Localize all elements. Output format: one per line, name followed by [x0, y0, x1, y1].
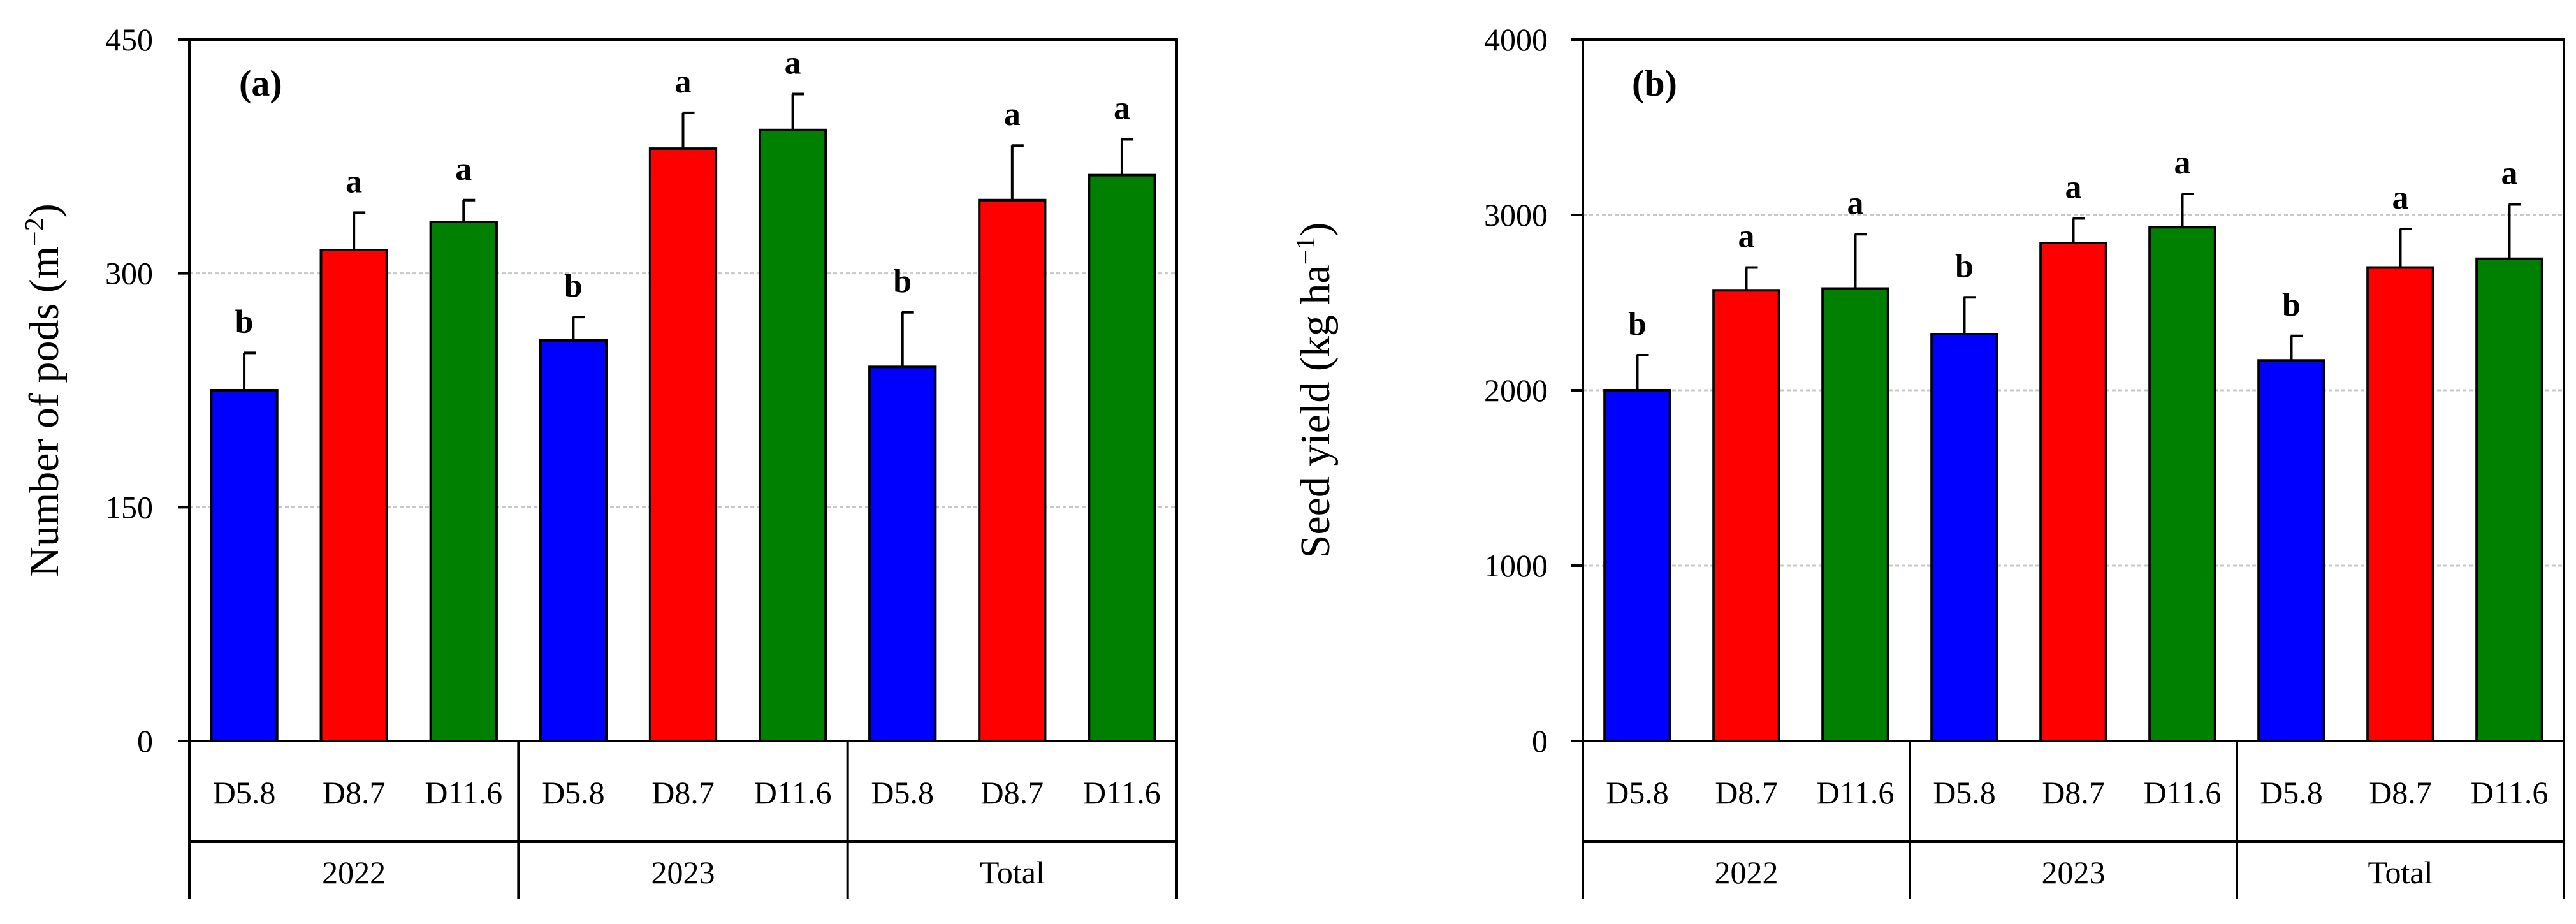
chart1-bar [210, 389, 279, 742]
chart2-category-label: D11.6 [2471, 775, 2549, 810]
chart2-category-label: D5.8 [1606, 775, 1669, 810]
chart1-sig-letter: a [1004, 96, 1021, 133]
chart2-bar [1930, 333, 1998, 742]
chart2-sig-letter: a [1847, 185, 1864, 221]
chart1-category-label: D8.7 [651, 775, 715, 810]
chart2-ytick-label: 3000 [1484, 197, 1548, 233]
chart1-category-label: D11.6 [1083, 775, 1161, 810]
chart1-bar [319, 249, 388, 742]
chart1-sig-letter: b [893, 263, 912, 300]
chart1-ytick-label: 300 [105, 256, 153, 291]
chart1-bar [539, 339, 608, 742]
chart2-bar [2257, 359, 2325, 742]
chart2-panel-label: (b) [1632, 62, 1677, 104]
chart1-category-label: D8.7 [323, 775, 386, 810]
chart2-ytick-label: 4000 [1484, 22, 1548, 57]
chart2-ytick-label: 2000 [1484, 372, 1548, 408]
chart2-sig-letter: b [1955, 248, 1974, 284]
chart1-bar [868, 365, 937, 742]
chart1-sig-letter: a [1114, 90, 1130, 126]
chart1-sig-letter: a [785, 45, 801, 82]
chart1-bar [648, 147, 718, 743]
chart2-sig-letter: b [2282, 287, 2301, 323]
chart2-ylabel: Seed yield (kg ha−1) [1292, 223, 1339, 559]
chart1-ytick-label: 150 [105, 489, 153, 525]
chart1-category-label: D5.8 [213, 775, 276, 810]
chart2-sig-letter: a [1738, 219, 1755, 255]
chart1-ylabel-close: ) [21, 203, 68, 217]
chart2-ytick-label: 0 [1532, 723, 1548, 759]
chart1-category-label: D11.6 [754, 775, 832, 810]
chart2-bar [2366, 266, 2434, 742]
chart2-category-label: D11.6 [1817, 775, 1895, 810]
chart2-group-label: 2022 [1715, 854, 1779, 890]
chart1-sig-letter: a [455, 151, 472, 187]
chart1-bar [429, 221, 498, 742]
chart2-sig-letter: b [1628, 306, 1647, 342]
chart2-category-label: D5.8 [1933, 775, 1996, 810]
chart1-bar [1088, 173, 1156, 742]
chart1-sig-letter: a [675, 64, 692, 100]
chart1-ytick-label: 0 [137, 723, 153, 759]
chart2-category-label: D5.8 [2260, 775, 2323, 810]
chart1-bar [758, 128, 827, 742]
chart2-ylabel-sup: −1 [1292, 237, 1321, 265]
chart2-sig-letter: a [2392, 180, 2409, 216]
chart2-bar [1603, 389, 1671, 742]
chart2-group-label: 2023 [2042, 854, 2106, 890]
chart2-category-label: D8.7 [2369, 775, 2432, 810]
chart2-category-label: D8.7 [1715, 775, 1778, 810]
chart1-ytick-label: 450 [105, 22, 153, 57]
chart2-sig-letter: a [2174, 145, 2191, 181]
chart1-category-label: D8.7 [981, 775, 1044, 810]
chart1-ylabel-sup: −2 [20, 217, 50, 246]
chart2-bar [2475, 257, 2543, 742]
chart2-ytick-label: 1000 [1484, 548, 1548, 583]
chart1-category-label: D5.8 [542, 775, 605, 810]
chart2-bar [1712, 289, 1780, 742]
chart1-plot-frame [188, 38, 1178, 742]
chart1-sig-letter: b [564, 268, 583, 304]
chart2-ylabel-text: Seed yield (kg ha [1292, 265, 1339, 558]
chart2-bar [1821, 287, 1889, 742]
chart2-group-label: Total [2368, 854, 2433, 890]
chart2-bar [2039, 242, 2107, 742]
chart2-bar [2148, 226, 2216, 742]
chart1-group-label: 2023 [651, 854, 715, 890]
chart1-panel-label: (a) [239, 62, 282, 104]
chart1-category-label: D11.6 [425, 775, 502, 810]
chart1-ylabel: Number of pods (m−2) [20, 203, 68, 576]
chart2-sig-letter: a [2501, 156, 2518, 192]
chart2-sig-letter: a [2065, 170, 2082, 206]
chart1-category-label: D5.8 [871, 775, 934, 810]
chart2-category-label: D8.7 [2042, 775, 2105, 810]
chart1-bar [978, 198, 1047, 742]
chart2-category-label: D11.6 [2144, 775, 2222, 810]
chart1-group-label: 2022 [322, 854, 386, 890]
chart1-sig-letter: b [235, 304, 254, 340]
chart1-sig-letter: a [346, 163, 362, 200]
chart2-ylabel-close: ) [1292, 223, 1339, 237]
chart1-group-label: Total [980, 854, 1045, 890]
chart1-ylabel-text: Number of pods (m [21, 246, 68, 577]
